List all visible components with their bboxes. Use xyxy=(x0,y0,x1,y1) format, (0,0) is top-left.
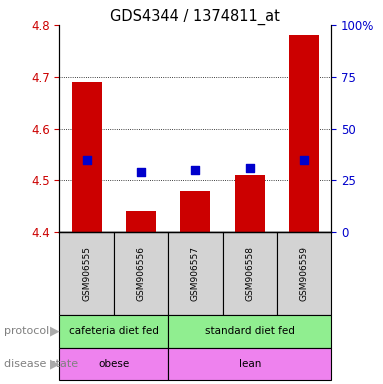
Bar xyxy=(168,315,331,348)
Text: standard diet fed: standard diet fed xyxy=(205,326,295,336)
Point xyxy=(192,167,198,173)
Text: ▶: ▶ xyxy=(50,358,59,371)
Bar xyxy=(277,232,331,315)
Text: lean: lean xyxy=(239,359,261,369)
Text: GSM906557: GSM906557 xyxy=(191,246,200,301)
Point xyxy=(301,157,307,163)
Bar xyxy=(168,348,331,380)
Text: cafeteria diet fed: cafeteria diet fed xyxy=(69,326,159,336)
Bar xyxy=(223,232,277,315)
Text: GSM906558: GSM906558 xyxy=(245,246,254,301)
Text: disease state: disease state xyxy=(4,359,78,369)
Bar xyxy=(114,232,168,315)
Bar xyxy=(59,348,168,380)
Bar xyxy=(168,232,223,315)
Bar xyxy=(59,315,168,348)
Bar xyxy=(59,232,114,315)
Bar xyxy=(235,175,265,232)
Bar xyxy=(289,35,319,232)
Text: GSM906555: GSM906555 xyxy=(82,246,91,301)
Text: GSM906559: GSM906559 xyxy=(300,246,309,301)
Text: protocol: protocol xyxy=(4,326,49,336)
Text: obese: obese xyxy=(98,359,129,369)
Bar xyxy=(72,82,101,232)
Point xyxy=(83,157,90,163)
Point xyxy=(247,165,253,171)
Point xyxy=(138,169,144,175)
Title: GDS4344 / 1374811_at: GDS4344 / 1374811_at xyxy=(110,9,280,25)
Text: ▶: ▶ xyxy=(50,325,59,338)
Bar xyxy=(180,191,210,232)
Text: GSM906556: GSM906556 xyxy=(136,246,146,301)
Bar xyxy=(126,212,156,232)
